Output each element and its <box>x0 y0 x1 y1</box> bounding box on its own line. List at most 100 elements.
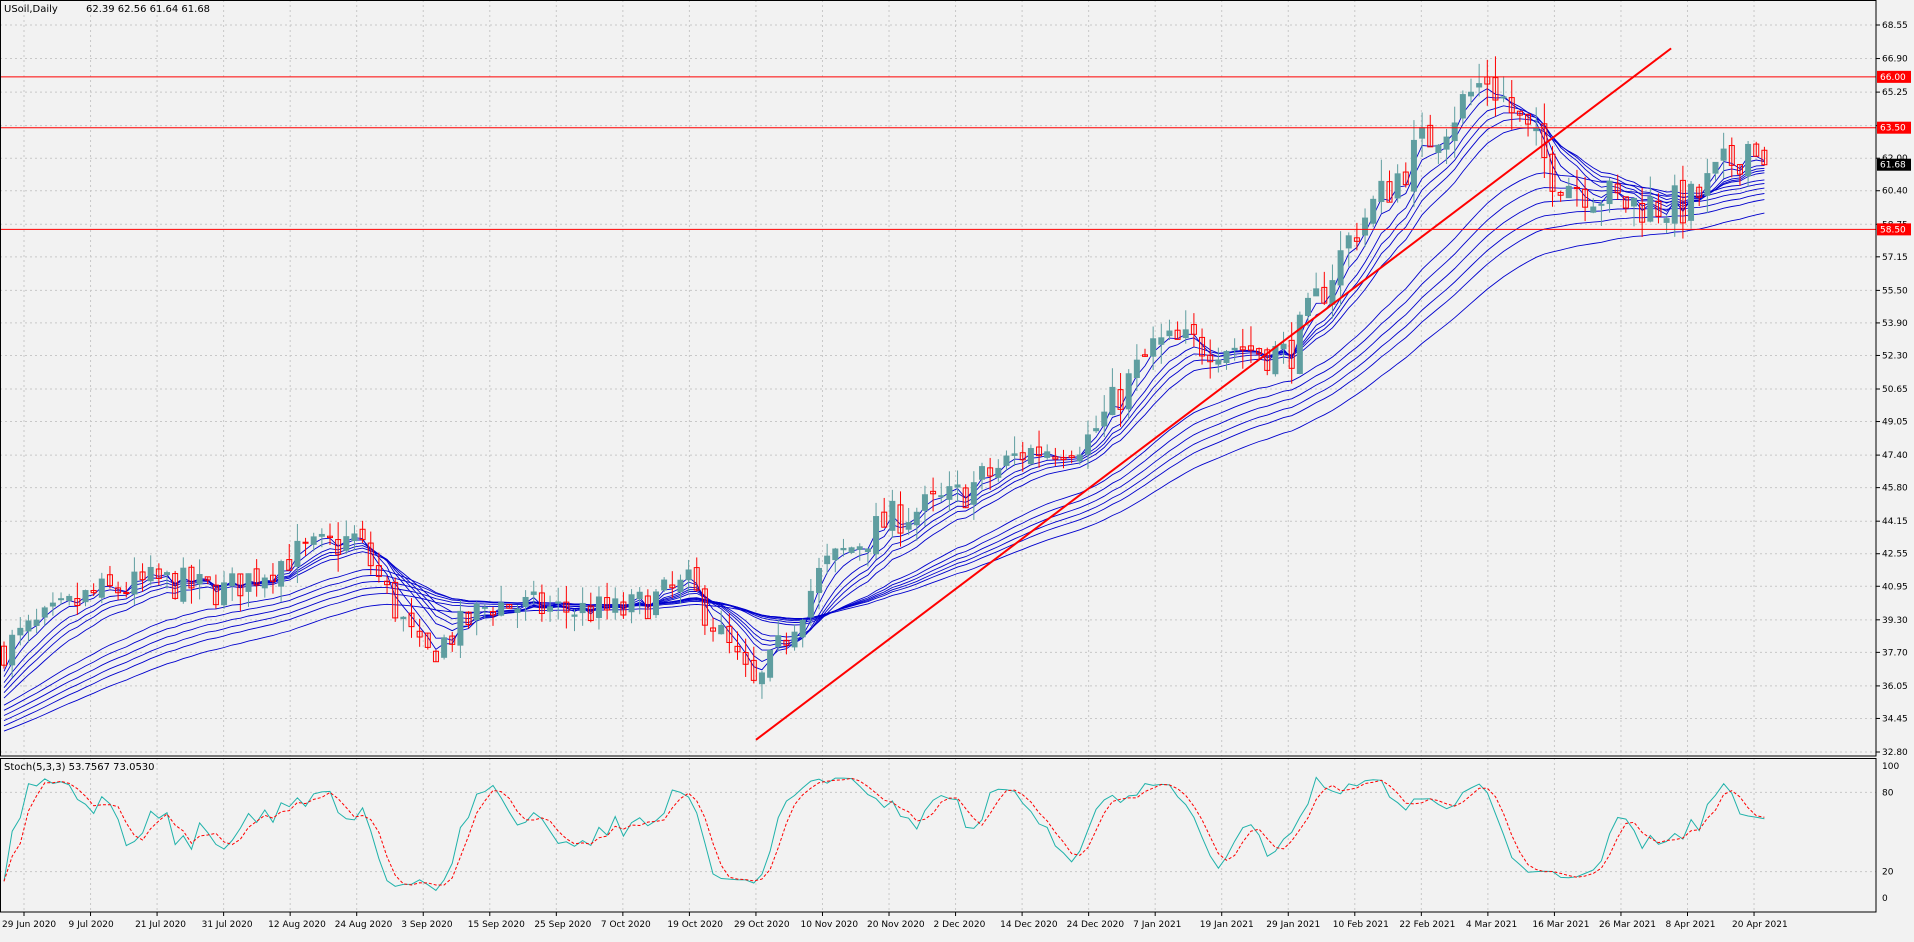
candle-body <box>90 589 97 594</box>
time-tick-label: 15 Sep 2020 <box>468 920 525 930</box>
trendline-layer[interactable] <box>755 47 1672 741</box>
candle-body <box>726 625 733 643</box>
candle-body <box>221 582 228 606</box>
candle-body <box>1427 124 1434 148</box>
candle <box>693 557 700 592</box>
candle-body <box>204 576 211 581</box>
candle <box>889 489 896 539</box>
candle-body <box>1500 96 1507 99</box>
support-resistance-lines[interactable] <box>0 76 1876 230</box>
candle-body <box>327 535 333 539</box>
candle-body <box>1631 197 1637 207</box>
candle <box>1679 165 1686 239</box>
candle <box>1394 164 1401 203</box>
candle <box>1003 450 1010 471</box>
candle-body <box>441 637 448 658</box>
price-tick-label: 52.30 <box>1882 351 1908 361</box>
price-tick-label: 40.95 <box>1882 582 1908 592</box>
candle <box>1549 146 1556 207</box>
candle-body <box>1451 122 1458 142</box>
candle <box>261 574 268 598</box>
candle-body <box>408 612 415 628</box>
candle <box>563 586 570 629</box>
time-tick-label: 7 Jan 2021 <box>1133 920 1181 930</box>
candle-body <box>66 595 73 601</box>
candle <box>1174 321 1181 340</box>
time-tick-label: 19 Jan 2021 <box>1200 920 1254 930</box>
candle <box>734 631 741 660</box>
candle-body <box>742 652 749 665</box>
ema-line <box>3 187 1765 716</box>
candle-body <box>17 627 24 636</box>
candle <box>9 629 16 678</box>
candle-body <box>1728 145 1735 166</box>
candle-body <box>1125 373 1132 410</box>
candle-body <box>1663 218 1670 223</box>
candle <box>571 609 578 632</box>
candle <box>685 559 692 594</box>
candle <box>25 614 32 643</box>
stoch-tick-label: 80 <box>1882 788 1894 798</box>
candle-body <box>1435 144 1442 153</box>
candle-body <box>457 610 464 646</box>
candle <box>1688 181 1695 229</box>
candle-body <box>481 606 488 609</box>
candle <box>465 611 472 629</box>
candle-body <box>987 467 994 477</box>
candle <box>204 576 211 585</box>
candle <box>1671 174 1678 237</box>
candle-body <box>1720 148 1727 161</box>
candle-body <box>1117 389 1124 410</box>
price-level-tag <box>1877 70 1911 83</box>
candle <box>498 585 505 617</box>
candle <box>1060 449 1067 469</box>
candle <box>286 543 293 571</box>
candle-body <box>367 542 374 567</box>
candle-body <box>1573 186 1580 190</box>
candle <box>840 538 847 557</box>
candle-body <box>579 602 586 614</box>
stochastic-lines <box>3 776 1765 892</box>
candle <box>1622 196 1629 213</box>
candle-body <box>889 500 896 531</box>
price-level-tag-label: 63.50 <box>1880 124 1906 134</box>
candle <box>147 555 154 586</box>
candle <box>1231 338 1238 361</box>
candle <box>758 670 765 699</box>
candle-body <box>612 598 619 613</box>
candle <box>1565 177 1572 199</box>
price-tick-label: 47.40 <box>1882 451 1908 461</box>
candle <box>1068 450 1075 464</box>
uptrend-line[interactable] <box>755 47 1672 741</box>
candle <box>1500 76 1507 103</box>
candle <box>131 557 138 605</box>
candle <box>506 604 513 609</box>
candle <box>49 592 56 616</box>
candle-body <box>25 620 32 632</box>
candle-body <box>799 619 806 638</box>
time-tick-label: 12 Aug 2020 <box>268 920 326 930</box>
candle <box>1044 444 1051 460</box>
candle <box>1215 347 1222 373</box>
candle-body <box>432 650 439 663</box>
candle-body <box>164 572 170 576</box>
candle-body <box>783 639 790 646</box>
candle-body <box>1166 330 1173 337</box>
candle <box>1207 339 1214 379</box>
candle-body <box>1280 343 1287 350</box>
ema-line <box>3 193 1765 722</box>
candle-body <box>1256 348 1263 355</box>
candle <box>799 618 806 648</box>
candle <box>269 563 276 594</box>
candle-body <box>416 630 423 638</box>
candle-body <box>636 591 643 600</box>
candle <box>832 547 839 573</box>
candle <box>367 531 374 575</box>
candle-body <box>1044 451 1051 458</box>
candle <box>530 580 537 605</box>
candle <box>1084 420 1091 469</box>
candle-body <box>33 619 40 626</box>
stoch-tick-label: 20 <box>1882 868 1894 878</box>
